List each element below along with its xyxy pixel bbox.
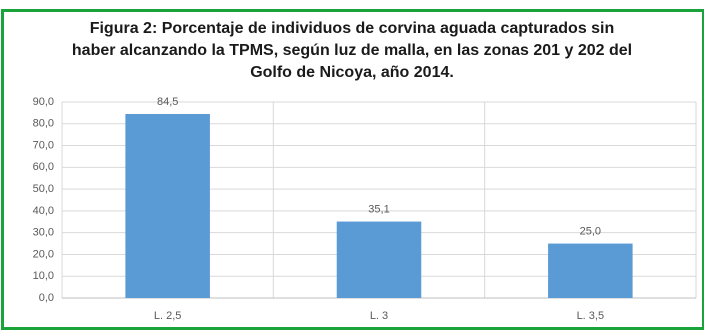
y-tick-label: 0,0 bbox=[39, 292, 54, 304]
y-tick-label: 40,0 bbox=[33, 205, 54, 217]
bar bbox=[548, 243, 633, 298]
y-tick-label: 90,0 bbox=[33, 96, 54, 108]
y-tick-label: 70,0 bbox=[33, 139, 54, 151]
x-tick-label: L. 3,5 bbox=[577, 310, 605, 322]
data-label: 84,5 bbox=[157, 96, 178, 108]
x-tick-label: L. 3 bbox=[370, 310, 388, 322]
bar bbox=[125, 113, 210, 298]
chart-title: Figura 2: Porcentaje de individuos de co… bbox=[71, 20, 633, 81]
y-tick-label: 50,0 bbox=[33, 183, 54, 195]
y-tick-label: 80,0 bbox=[33, 118, 54, 130]
y-tick-label: 10,0 bbox=[33, 270, 54, 282]
bar bbox=[336, 221, 422, 298]
data-label: 25,0 bbox=[580, 225, 601, 237]
y-tick-label: 30,0 bbox=[33, 227, 54, 239]
data-label: 35,1 bbox=[368, 203, 389, 215]
x-tick-label: L. 2,5 bbox=[154, 310, 182, 322]
y-tick-label: 20,0 bbox=[33, 248, 54, 260]
y-tick-label: 60,0 bbox=[33, 161, 54, 173]
